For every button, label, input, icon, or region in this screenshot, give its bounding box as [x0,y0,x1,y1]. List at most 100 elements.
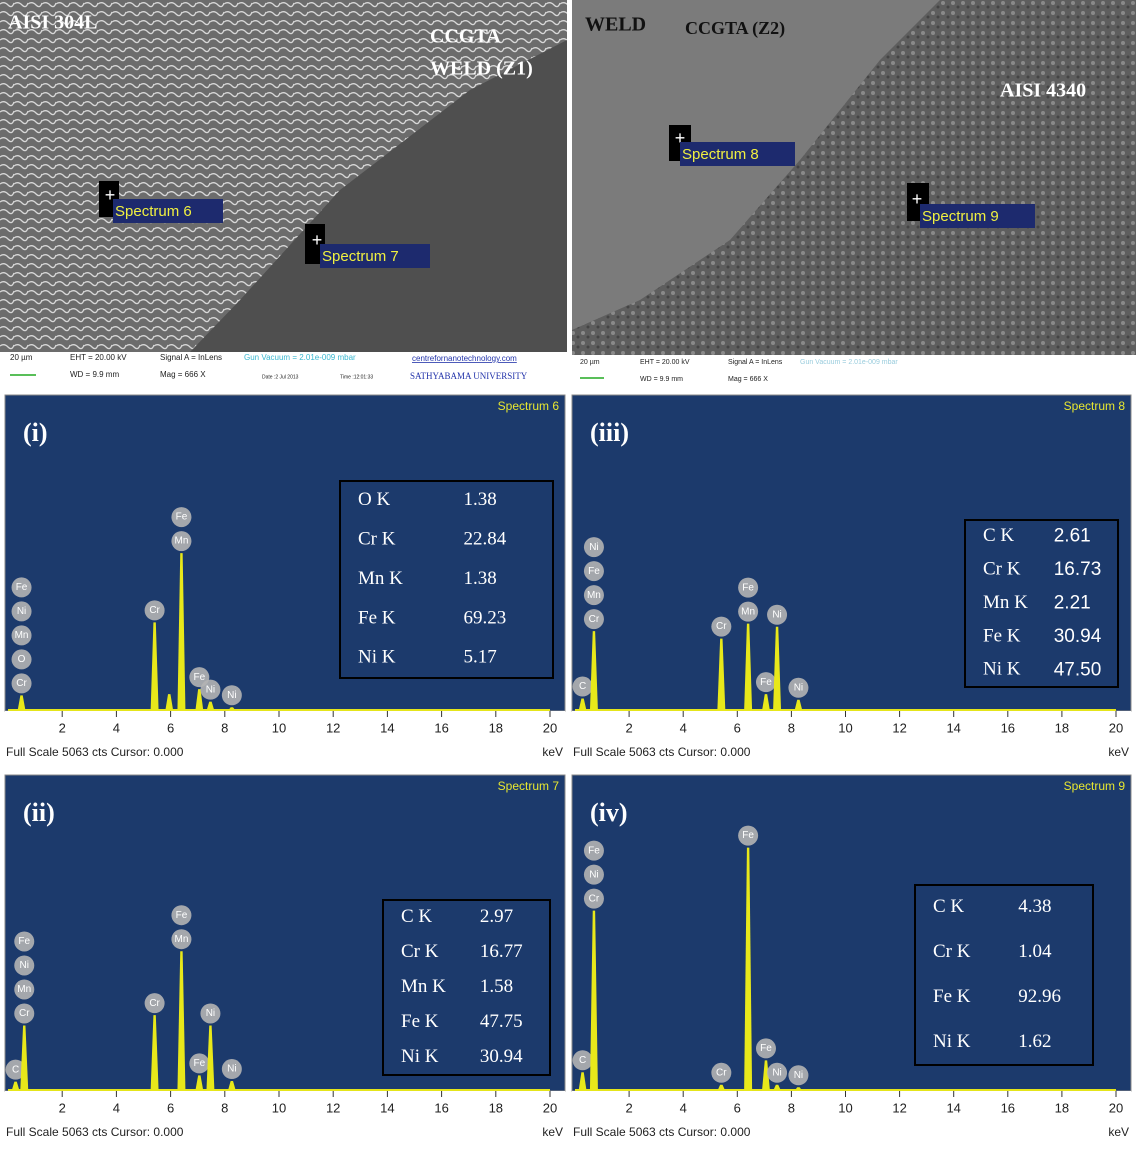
info: centrefornanotechnology.com [412,354,517,363]
element-label: Fe [193,672,205,683]
plot-area [5,775,565,1091]
x-tick-label: 8 [788,720,795,735]
element-label: Ni [17,606,26,617]
label: WELD (Z1) [430,58,533,80]
element-label: Fe [760,1043,772,1054]
footer: Full Scale 5063 cts Cursor: 0.000 [573,1125,751,1139]
x-tick-label: 20 [1109,720,1123,735]
x-tick-label: 20 [1109,1100,1123,1115]
element-label: O [18,654,26,665]
x-tick-label: 18 [1055,1100,1069,1115]
axis-unit: keV [542,745,563,759]
element-label: Ni [227,1064,236,1075]
element-label: Ni [794,1070,803,1081]
info: Signal A = InLens [160,353,222,362]
x-tick-label: 16 [1001,1100,1015,1115]
wt-percent: 92.96 [1018,986,1061,1007]
element: Fe K [933,986,971,1007]
x-tick-label: 14 [380,1100,394,1115]
wt-percent: 1.38 [464,489,497,510]
element-label: Fe [760,677,772,688]
element-label: Ni [589,542,598,553]
element-label: Mn [15,630,29,641]
wt-percent: 16.77 [480,941,523,962]
figure: AISI 304L CCGTA WELD (Z1) + Spectrum 6 +… [0,0,1136,1148]
element-label: Fe [193,1058,205,1069]
element: Mn K [983,592,1028,613]
x-tick-label: 16 [1001,720,1015,735]
x-tick-label: 12 [326,1100,340,1115]
element: Ni K [983,659,1021,680]
element-label: C [579,1055,586,1066]
panel-label: (iii) [590,418,629,447]
wt-percent: 2.97 [480,906,513,927]
element-label: Ni [772,609,781,620]
info: Time :12:01:33 [340,374,373,380]
x-tick-label: 12 [326,720,340,735]
wt-percent: 2.61 [1054,526,1091,547]
element-label: Ni [20,960,29,971]
marker-label: Spectrum 9 [922,208,999,225]
x-tick-label: 4 [113,1100,120,1115]
x-tick-label: 12 [892,720,906,735]
x-tick-label: 4 [113,720,120,735]
info: WD = 9.9 mm [70,370,119,379]
page: { "micrographs": [ {"labels": ["AISI 304… [0,0,1136,1148]
element: C K [983,525,1014,546]
footer: Full Scale 5063 cts Cursor: 0.000 [6,745,184,759]
element-label: C [579,681,586,692]
element: Cr K [933,941,971,962]
element: Cr K [983,558,1021,579]
wt-percent: 47.75 [480,1011,523,1032]
marker-label: Spectrum 8 [682,146,759,163]
element-label: Cr [589,614,600,625]
x-tick-label: 18 [489,1100,503,1115]
x-tick-label: 14 [380,720,394,735]
x-tick-label: 6 [734,1100,741,1115]
element-label: Fe [16,582,28,593]
x-tick-label: 14 [946,1100,960,1115]
element-label: Cr [716,1067,727,1078]
element: Fe K [983,625,1021,646]
label: WELD [585,14,646,36]
wt-percent: 1.04 [1018,941,1052,962]
element-label: Fe [176,910,188,921]
micrograph: WELD CCGTA (Z2) AISI 4340 + Spectrum 8 +… [572,0,1136,390]
element-label: Cr [589,893,600,904]
x-tick-label: 4 [680,1100,687,1115]
info: EHT = 20.00 kV [640,359,690,366]
axis-unit: keV [1108,1125,1129,1139]
info: Date :2 Jul 2013 [262,374,299,380]
element-label: Cr [149,605,160,616]
element: Ni K [401,1046,439,1067]
x-tick-label: 4 [680,720,687,735]
element-label: Ni [589,869,598,880]
x-tick-label: 18 [489,720,503,735]
info: Gun Vacuum = 2.01e-009 mbar [800,359,898,366]
x-tick-label: 8 [788,1100,795,1115]
element: Fe K [358,607,396,628]
element-label: Ni [772,1067,781,1078]
element-label: Mn [17,984,31,995]
info: 20 µm [580,359,600,366]
x-tick-label: 10 [838,1100,852,1115]
element: C K [933,896,964,917]
info: Signal A = InLens [728,359,783,366]
baseline [8,1089,550,1091]
wt-percent: 30.94 [1054,626,1102,647]
info: Gun Vacuum = 2.01e-009 mbar [244,353,356,362]
label: AISI 4340 [1000,80,1086,102]
element-label: Mn [174,536,188,547]
panel-label: (iv) [590,798,628,827]
element-label: Fe [588,566,600,577]
wt-percent: 2.21 [1054,593,1091,614]
wt-percent: 5.17 [464,647,497,668]
element: Fe K [401,1011,439,1032]
marker-label: Spectrum 7 [322,248,399,265]
x-tick-label: 2 [59,720,66,735]
micrograph: AISI 304L CCGTA WELD (Z1) + Spectrum 6 +… [0,0,567,385]
element: Cr K [401,941,439,962]
info: Mag = 666 X [160,370,206,379]
element: Mn K [358,568,403,589]
